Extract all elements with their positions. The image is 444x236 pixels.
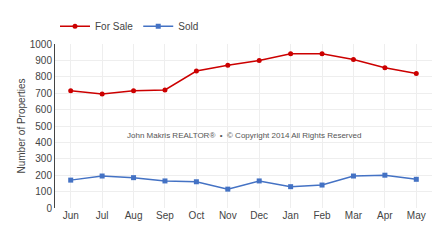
svg-text:Jan: Jan xyxy=(283,210,299,221)
svg-text:Apr: Apr xyxy=(377,210,393,221)
svg-text:200: 200 xyxy=(35,170,52,181)
svg-text:600: 600 xyxy=(35,104,52,115)
svg-text:100: 100 xyxy=(35,186,52,197)
svg-text:0: 0 xyxy=(46,203,52,214)
svg-text:400: 400 xyxy=(35,137,52,148)
svg-text:May: May xyxy=(407,210,426,221)
svg-text:Feb: Feb xyxy=(313,210,331,221)
svg-text:Number of Properties: Number of Properties xyxy=(16,78,27,173)
svg-text:Sep: Sep xyxy=(156,210,174,221)
svg-text:Sold: Sold xyxy=(178,21,198,32)
svg-text:Nov: Nov xyxy=(219,210,237,221)
svg-text:300: 300 xyxy=(35,153,52,164)
svg-text:700: 700 xyxy=(35,88,52,99)
svg-text:Dec: Dec xyxy=(250,210,268,221)
svg-text:500: 500 xyxy=(35,121,52,132)
svg-text:Mar: Mar xyxy=(345,210,363,221)
svg-text:Oct: Oct xyxy=(189,210,205,221)
svg-text:John Makris REALTOR® • © Cop: John Makris REALTOR® • © Copyright 2014 … xyxy=(127,131,361,140)
svg-text:Aug: Aug xyxy=(125,210,143,221)
svg-text:800: 800 xyxy=(35,71,52,82)
svg-text:Jul: Jul xyxy=(96,210,109,221)
svg-text:For Sale: For Sale xyxy=(95,21,133,32)
svg-text:900: 900 xyxy=(35,55,52,66)
svg-text:Jun: Jun xyxy=(63,210,79,221)
svg-text:1000: 1000 xyxy=(30,39,53,50)
